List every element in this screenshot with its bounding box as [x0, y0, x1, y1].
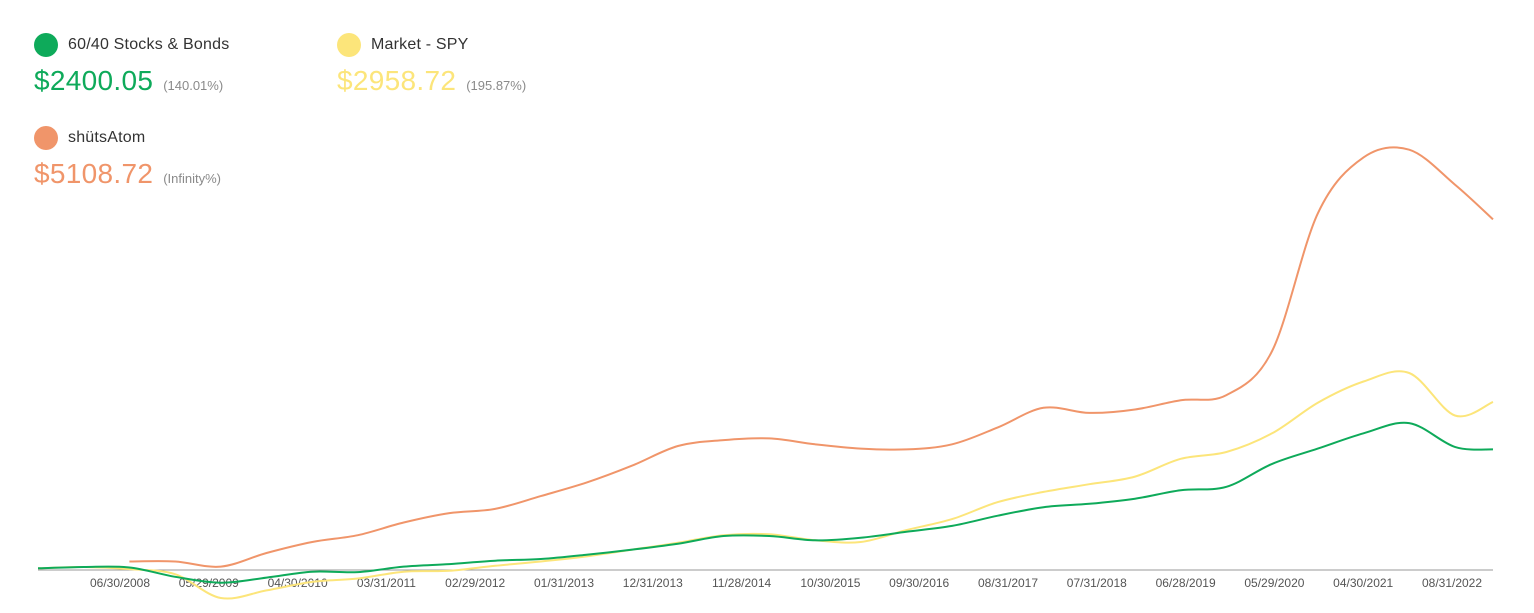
series-color-dot [34, 126, 58, 150]
series-color-dot [337, 33, 361, 57]
legend-head: 60/40 Stocks & Bonds [34, 33, 229, 57]
x-tick-label: 03/31/2011 [357, 576, 416, 590]
series-line-0 [37, 421, 1494, 584]
legend-head: Market - SPY [337, 33, 526, 57]
legend-item-shutsatom: shütsAtom $5108.72 (Infinity%) [34, 126, 221, 190]
legend-amount: $2400.05 [34, 65, 154, 96]
legend-amount: $5108.72 [34, 158, 154, 189]
legend-name: shütsAtom [68, 129, 146, 146]
x-tick-label: 07/31/2018 [1067, 576, 1127, 590]
series-color-dot [34, 33, 58, 57]
x-tick-label: 06/28/2019 [1156, 576, 1216, 590]
legend-item-6040: 60/40 Stocks & Bonds $2400.05 (140.01%) [34, 33, 229, 97]
series-line-1 [37, 370, 1494, 600]
legend-item-spy: Market - SPY $2958.72 (195.87%) [337, 33, 526, 97]
x-tick-label: 12/31/2013 [623, 576, 683, 590]
legend-percent: (Infinity%) [163, 171, 221, 186]
x-tick-label: 06/30/2008 [90, 576, 150, 590]
legend-percent: (195.87%) [466, 78, 527, 93]
x-tick-label: 02/29/2012 [445, 576, 505, 590]
x-tick-label: 01/31/2013 [534, 576, 594, 590]
x-tick-label: 05/29/2020 [1244, 576, 1304, 590]
legend-percent: (140.01%) [163, 78, 224, 93]
legend-name: Market - SPY [371, 36, 469, 53]
series-line-2 [129, 146, 1494, 568]
x-tick-label: 08/31/2017 [978, 576, 1038, 590]
legend-values: $2400.05 (140.01%) [34, 65, 229, 97]
legend-head: shütsAtom [34, 126, 221, 150]
x-tick-label: 08/31/2022 [1422, 576, 1482, 590]
x-tick-label: 10/30/2015 [800, 576, 860, 590]
legend-amount: $2958.72 [337, 65, 457, 96]
x-tick-label: 09/30/2016 [889, 576, 949, 590]
legend-values: $2958.72 (195.87%) [337, 65, 526, 97]
x-tick-label: 11/28/2014 [712, 576, 771, 590]
legend-values: $5108.72 (Infinity%) [34, 158, 221, 190]
x-tick-label: 04/30/2021 [1333, 576, 1393, 590]
legend-name: 60/40 Stocks & Bonds [68, 36, 230, 53]
